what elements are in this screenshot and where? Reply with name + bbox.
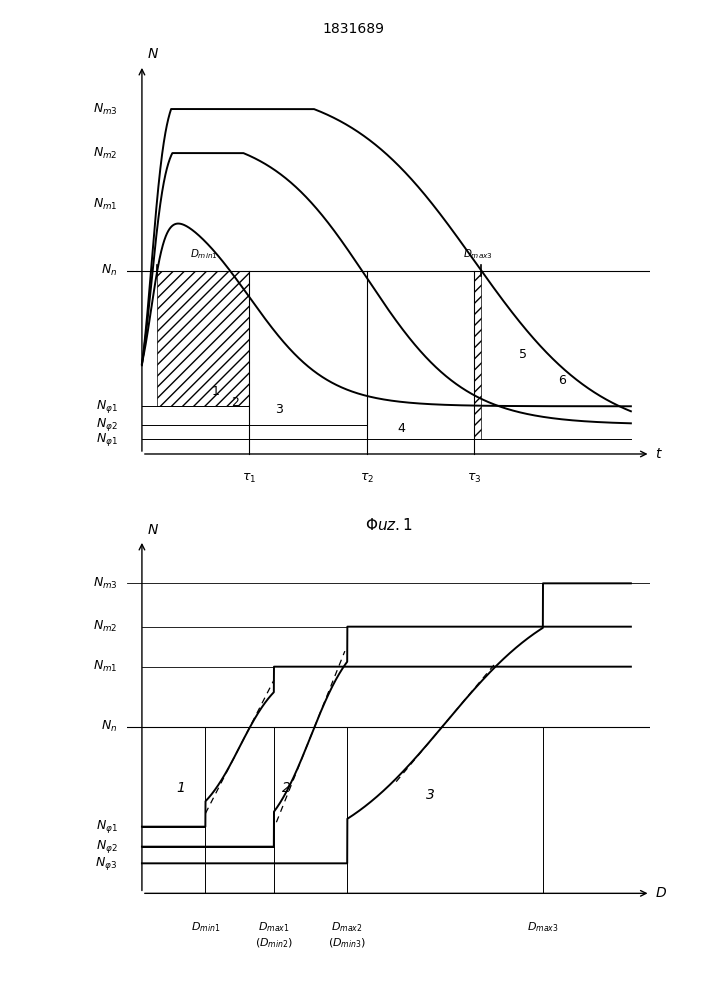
Text: 6: 6 <box>559 374 566 387</box>
Text: 2: 2 <box>281 781 291 795</box>
Text: $D_{max1}$: $D_{max1}$ <box>258 920 290 934</box>
Text: $N_{m3}$: $N_{m3}$ <box>93 576 117 591</box>
Text: 2: 2 <box>231 396 239 409</box>
Text: $\Phi u \mathit{z}.1$: $\Phi u \mathit{z}.1$ <box>365 517 413 533</box>
Text: $N_{\varphi2}$: $N_{\varphi2}$ <box>95 838 117 855</box>
Text: $N_{m3}$: $N_{m3}$ <box>93 101 117 117</box>
Text: 4: 4 <box>397 422 405 435</box>
Text: $N_{\varphi2}$: $N_{\varphi2}$ <box>95 416 117 433</box>
Text: 1: 1 <box>211 385 219 398</box>
Text: $N_n$: $N_n$ <box>101 719 117 734</box>
Text: $D_{min1}$: $D_{min1}$ <box>189 248 217 261</box>
Text: $(D_{min3})$: $(D_{min3})$ <box>328 937 366 950</box>
Text: $D_{max3}$: $D_{max3}$ <box>527 920 559 934</box>
Text: 3: 3 <box>275 403 283 416</box>
Text: $N_{m2}$: $N_{m2}$ <box>93 146 117 161</box>
Text: $D$: $D$ <box>655 886 667 900</box>
Text: 1: 1 <box>177 781 185 795</box>
Text: $N_{\varphi1}$: $N_{\varphi1}$ <box>95 818 117 835</box>
Text: $\tau_2$: $\tau_2$ <box>360 472 374 485</box>
Text: $\tau_3$: $\tau_3$ <box>467 472 481 485</box>
Text: $N_{m1}$: $N_{m1}$ <box>93 197 117 212</box>
Text: $N$: $N$ <box>147 47 159 61</box>
Text: $N_{\varphi1}$: $N_{\varphi1}$ <box>95 398 117 415</box>
Text: $N_{\varphi1}$: $N_{\varphi1}$ <box>95 431 117 448</box>
Text: 1831689: 1831689 <box>322 22 385 36</box>
Text: $D_{min1}$: $D_{min1}$ <box>191 920 221 934</box>
Text: $N_{m1}$: $N_{m1}$ <box>93 659 117 674</box>
Bar <box>157 271 250 406</box>
Text: $D_{max3}$: $D_{max3}$ <box>463 248 493 261</box>
Text: $(D_{min2})$: $(D_{min2})$ <box>255 937 293 950</box>
Text: $t$: $t$ <box>655 447 663 461</box>
Bar <box>474 271 481 439</box>
Text: $D_{max2}$: $D_{max2}$ <box>332 920 363 934</box>
Text: 3: 3 <box>426 788 435 802</box>
Text: $N$: $N$ <box>147 523 159 537</box>
Text: $N_{\varphi3}$: $N_{\varphi3}$ <box>95 855 117 872</box>
Text: $N_n$: $N_n$ <box>101 263 117 278</box>
Text: $\tau_1$: $\tau_1$ <box>243 472 257 485</box>
Text: 5: 5 <box>520 348 527 361</box>
Text: $N_{m2}$: $N_{m2}$ <box>93 619 117 634</box>
